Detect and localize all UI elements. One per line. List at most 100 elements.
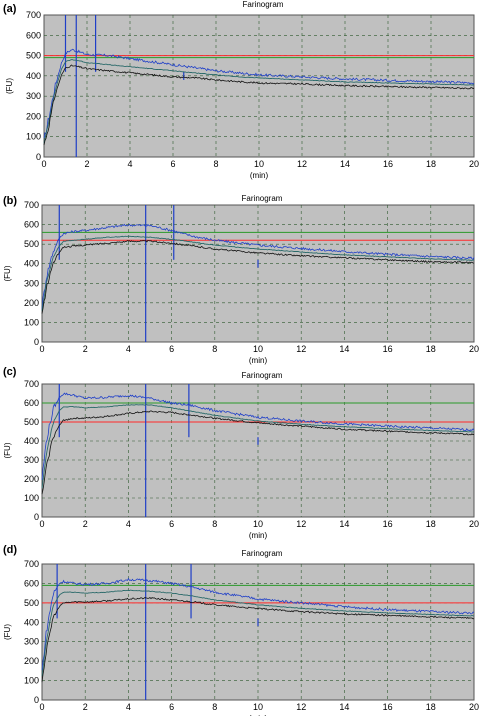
x-tick-label: 16 bbox=[383, 159, 393, 169]
x-tick-label: 2 bbox=[83, 344, 88, 354]
x-tick-label: 20 bbox=[469, 344, 479, 354]
y-tick-label: 600 bbox=[24, 220, 39, 230]
series-line-upper bbox=[41, 392, 475, 481]
series-line-upper bbox=[41, 577, 475, 671]
y-tick-label: 100 bbox=[24, 676, 39, 686]
x-tick-label: 18 bbox=[426, 702, 436, 712]
y-tick-label: 300 bbox=[24, 637, 39, 647]
chart-panel-2: (b) Farinogram 0 100 200 300 400 500 600 700 0 2 4 6 8… bbox=[3, 194, 479, 365]
x-tick-label: 6 bbox=[169, 702, 174, 712]
x-tick-label: 20 bbox=[469, 519, 479, 529]
x-tick-label: 14 bbox=[340, 159, 350, 169]
chart-title: Farinogram bbox=[243, 0, 284, 9]
x-axis-label: (min) bbox=[249, 531, 268, 540]
x-tick-label: 10 bbox=[254, 159, 264, 169]
y-tick-label: 200 bbox=[24, 656, 39, 666]
y-tick-label: 200 bbox=[26, 111, 41, 121]
x-axis-label: (min) bbox=[250, 171, 269, 180]
series-line-median bbox=[41, 589, 475, 677]
y-tick-label: 700 bbox=[26, 10, 41, 20]
series-line-lower bbox=[41, 596, 475, 683]
x-tick-label: 10 bbox=[253, 702, 263, 712]
x-tick-label: 20 bbox=[469, 159, 479, 169]
plot-area bbox=[43, 14, 475, 158]
series-line-lower bbox=[41, 410, 475, 495]
x-tick-label: 12 bbox=[297, 159, 307, 169]
y-tick-label: 600 bbox=[26, 30, 41, 40]
x-tick-label: 2 bbox=[83, 519, 88, 529]
x-tick-label: 8 bbox=[212, 344, 217, 354]
y-tick-label: 700 bbox=[24, 379, 39, 389]
x-tick-label: 4 bbox=[126, 344, 131, 354]
chart-panel-1: (a) Farinogram 0 100 200 300 400 500 600 700 0 2 4 6 8… bbox=[3, 0, 479, 180]
panel-letter: (b) bbox=[3, 195, 17, 207]
chart-title: Farinogram bbox=[242, 194, 283, 203]
y-tick-label: 700 bbox=[24, 200, 39, 210]
series-line-upper bbox=[43, 48, 475, 138]
y-tick-label: 500 bbox=[26, 51, 41, 61]
x-tick-label: 6 bbox=[169, 344, 174, 354]
y-tick-label: 700 bbox=[24, 559, 39, 569]
x-tick-label: 16 bbox=[383, 702, 393, 712]
y-tick-label: 0 bbox=[34, 337, 39, 347]
x-tick-label: 0 bbox=[41, 159, 46, 169]
x-tick-label: 2 bbox=[84, 159, 89, 169]
x-tick-label: 6 bbox=[169, 519, 174, 529]
x-tick-label: 14 bbox=[339, 519, 349, 529]
x-tick-label: 14 bbox=[339, 702, 349, 712]
y-tick-label: 300 bbox=[24, 278, 39, 288]
y-axis-label: (FU) bbox=[3, 442, 12, 458]
series-line-median bbox=[43, 59, 475, 144]
x-tick-label: 6 bbox=[170, 159, 175, 169]
x-tick-label: 4 bbox=[127, 159, 132, 169]
x-axis-label: (min) bbox=[249, 714, 268, 716]
y-tick-label: 300 bbox=[26, 91, 41, 101]
y-tick-label: 200 bbox=[24, 474, 39, 484]
series-line-lower bbox=[43, 64, 475, 146]
y-tick-label: 500 bbox=[24, 239, 39, 249]
x-tick-label: 8 bbox=[212, 702, 217, 712]
x-tick-label: 0 bbox=[39, 344, 44, 354]
y-tick-label: 400 bbox=[24, 617, 39, 627]
panel-letter: (d) bbox=[3, 544, 17, 556]
y-tick-label: 200 bbox=[24, 298, 39, 308]
y-axis-label: (FU) bbox=[3, 624, 12, 640]
y-tick-label: 300 bbox=[24, 455, 39, 465]
x-tick-label: 16 bbox=[383, 519, 393, 529]
x-tick-label: 8 bbox=[212, 519, 217, 529]
y-tick-label: 0 bbox=[34, 512, 39, 522]
y-tick-label: 100 bbox=[26, 132, 41, 142]
chart-panel-3: (c) Farinogram 0 100 200 300 400 500 600 700 0 2 4 6 8… bbox=[3, 366, 479, 540]
x-tick-label: 14 bbox=[339, 344, 349, 354]
x-axis-label: (min) bbox=[249, 356, 268, 365]
y-tick-label: 0 bbox=[36, 152, 41, 162]
series-line-median bbox=[41, 404, 475, 489]
x-tick-label: 18 bbox=[426, 519, 436, 529]
x-tick-label: 18 bbox=[426, 159, 436, 169]
y-tick-label: 100 bbox=[24, 317, 39, 327]
y-tick-label: 400 bbox=[26, 71, 41, 81]
x-tick-label: 2 bbox=[83, 702, 88, 712]
x-tick-label: 4 bbox=[126, 519, 131, 529]
chart-title: Farinogram bbox=[242, 371, 283, 380]
y-tick-label: 400 bbox=[24, 259, 39, 269]
x-tick-label: 0 bbox=[39, 702, 44, 712]
y-tick-label: 400 bbox=[24, 436, 39, 446]
x-tick-label: 0 bbox=[39, 519, 44, 529]
x-tick-label: 16 bbox=[383, 344, 393, 354]
panel-letter: (c) bbox=[3, 366, 17, 378]
x-tick-label: 18 bbox=[426, 344, 436, 354]
y-tick-label: 100 bbox=[24, 493, 39, 503]
x-tick-label: 12 bbox=[296, 702, 306, 712]
panel-letter: (a) bbox=[3, 3, 17, 15]
y-tick-label: 500 bbox=[24, 598, 39, 608]
chart-title: Farinogram bbox=[242, 549, 283, 558]
x-tick-label: 8 bbox=[213, 159, 218, 169]
x-tick-label: 12 bbox=[296, 344, 306, 354]
y-axis-label: (FU) bbox=[5, 78, 14, 94]
y-axis-label: (FU) bbox=[3, 265, 12, 281]
y-tick-label: 600 bbox=[24, 398, 39, 408]
x-tick-label: 10 bbox=[253, 344, 263, 354]
y-tick-label: 600 bbox=[24, 578, 39, 588]
